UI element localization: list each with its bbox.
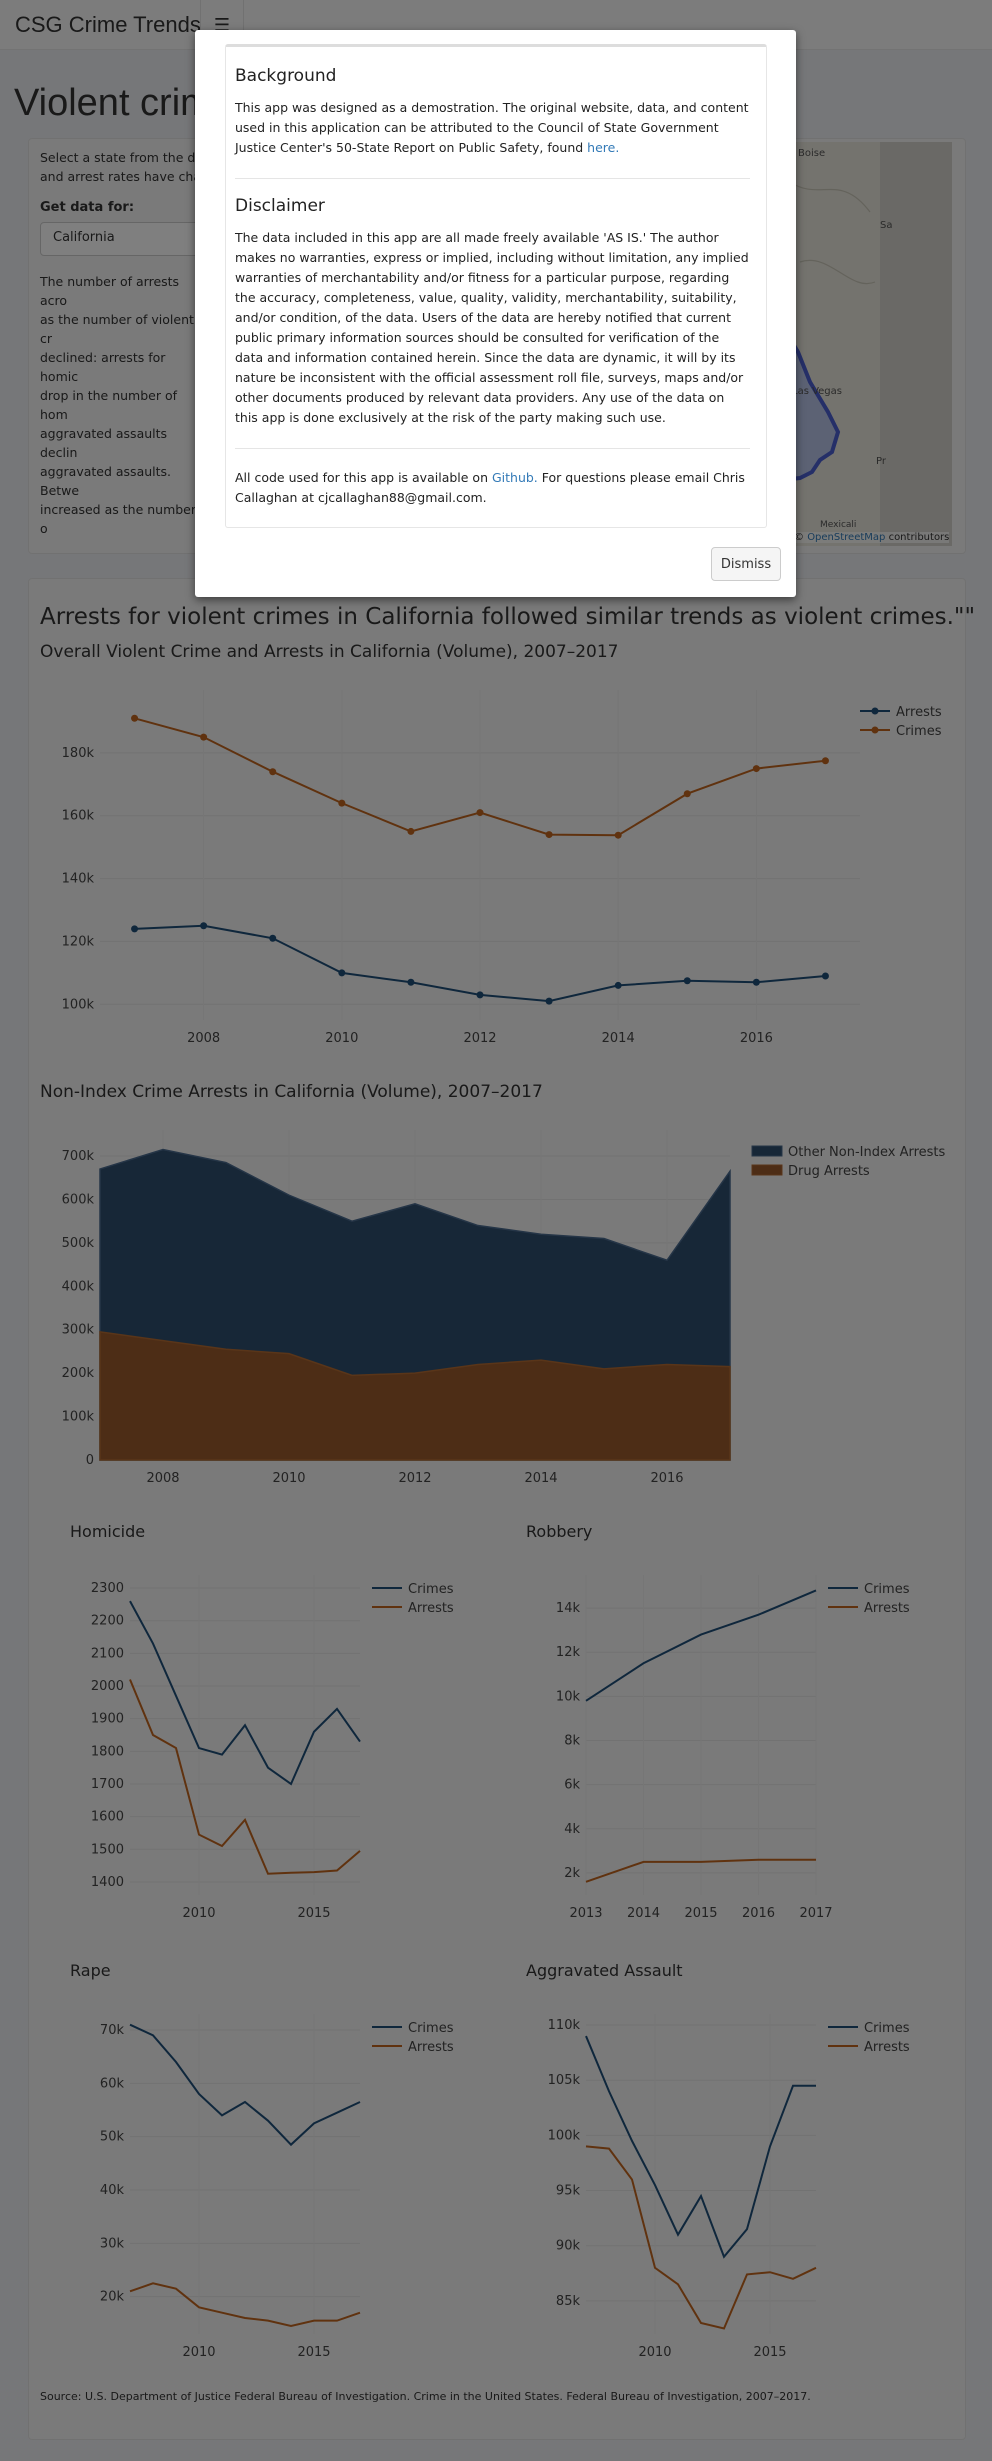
code-text: All code used for this app is available … xyxy=(235,468,750,508)
info-modal: Background This app was designed as a de… xyxy=(195,30,796,597)
code-text-pre: All code used for this app is available … xyxy=(235,470,492,485)
code-text-post: For questions please email Chris Callagh… xyxy=(235,470,745,505)
dismiss-button[interactable]: Dismiss xyxy=(711,547,781,581)
github-link[interactable]: Github. xyxy=(491,470,538,485)
modal-content xyxy=(225,44,767,528)
background-text: This app was designed as a demostration.… xyxy=(235,98,750,158)
here-link[interactable]: here. xyxy=(587,140,620,155)
background-heading: Background xyxy=(235,66,337,86)
background-body: This app was designed as a demostration.… xyxy=(235,100,749,155)
disclaimer-heading: Disclaimer xyxy=(235,196,325,216)
disclaimer-text: The data included in this app are all ma… xyxy=(235,230,749,425)
divider xyxy=(235,448,750,449)
divider xyxy=(235,178,750,179)
